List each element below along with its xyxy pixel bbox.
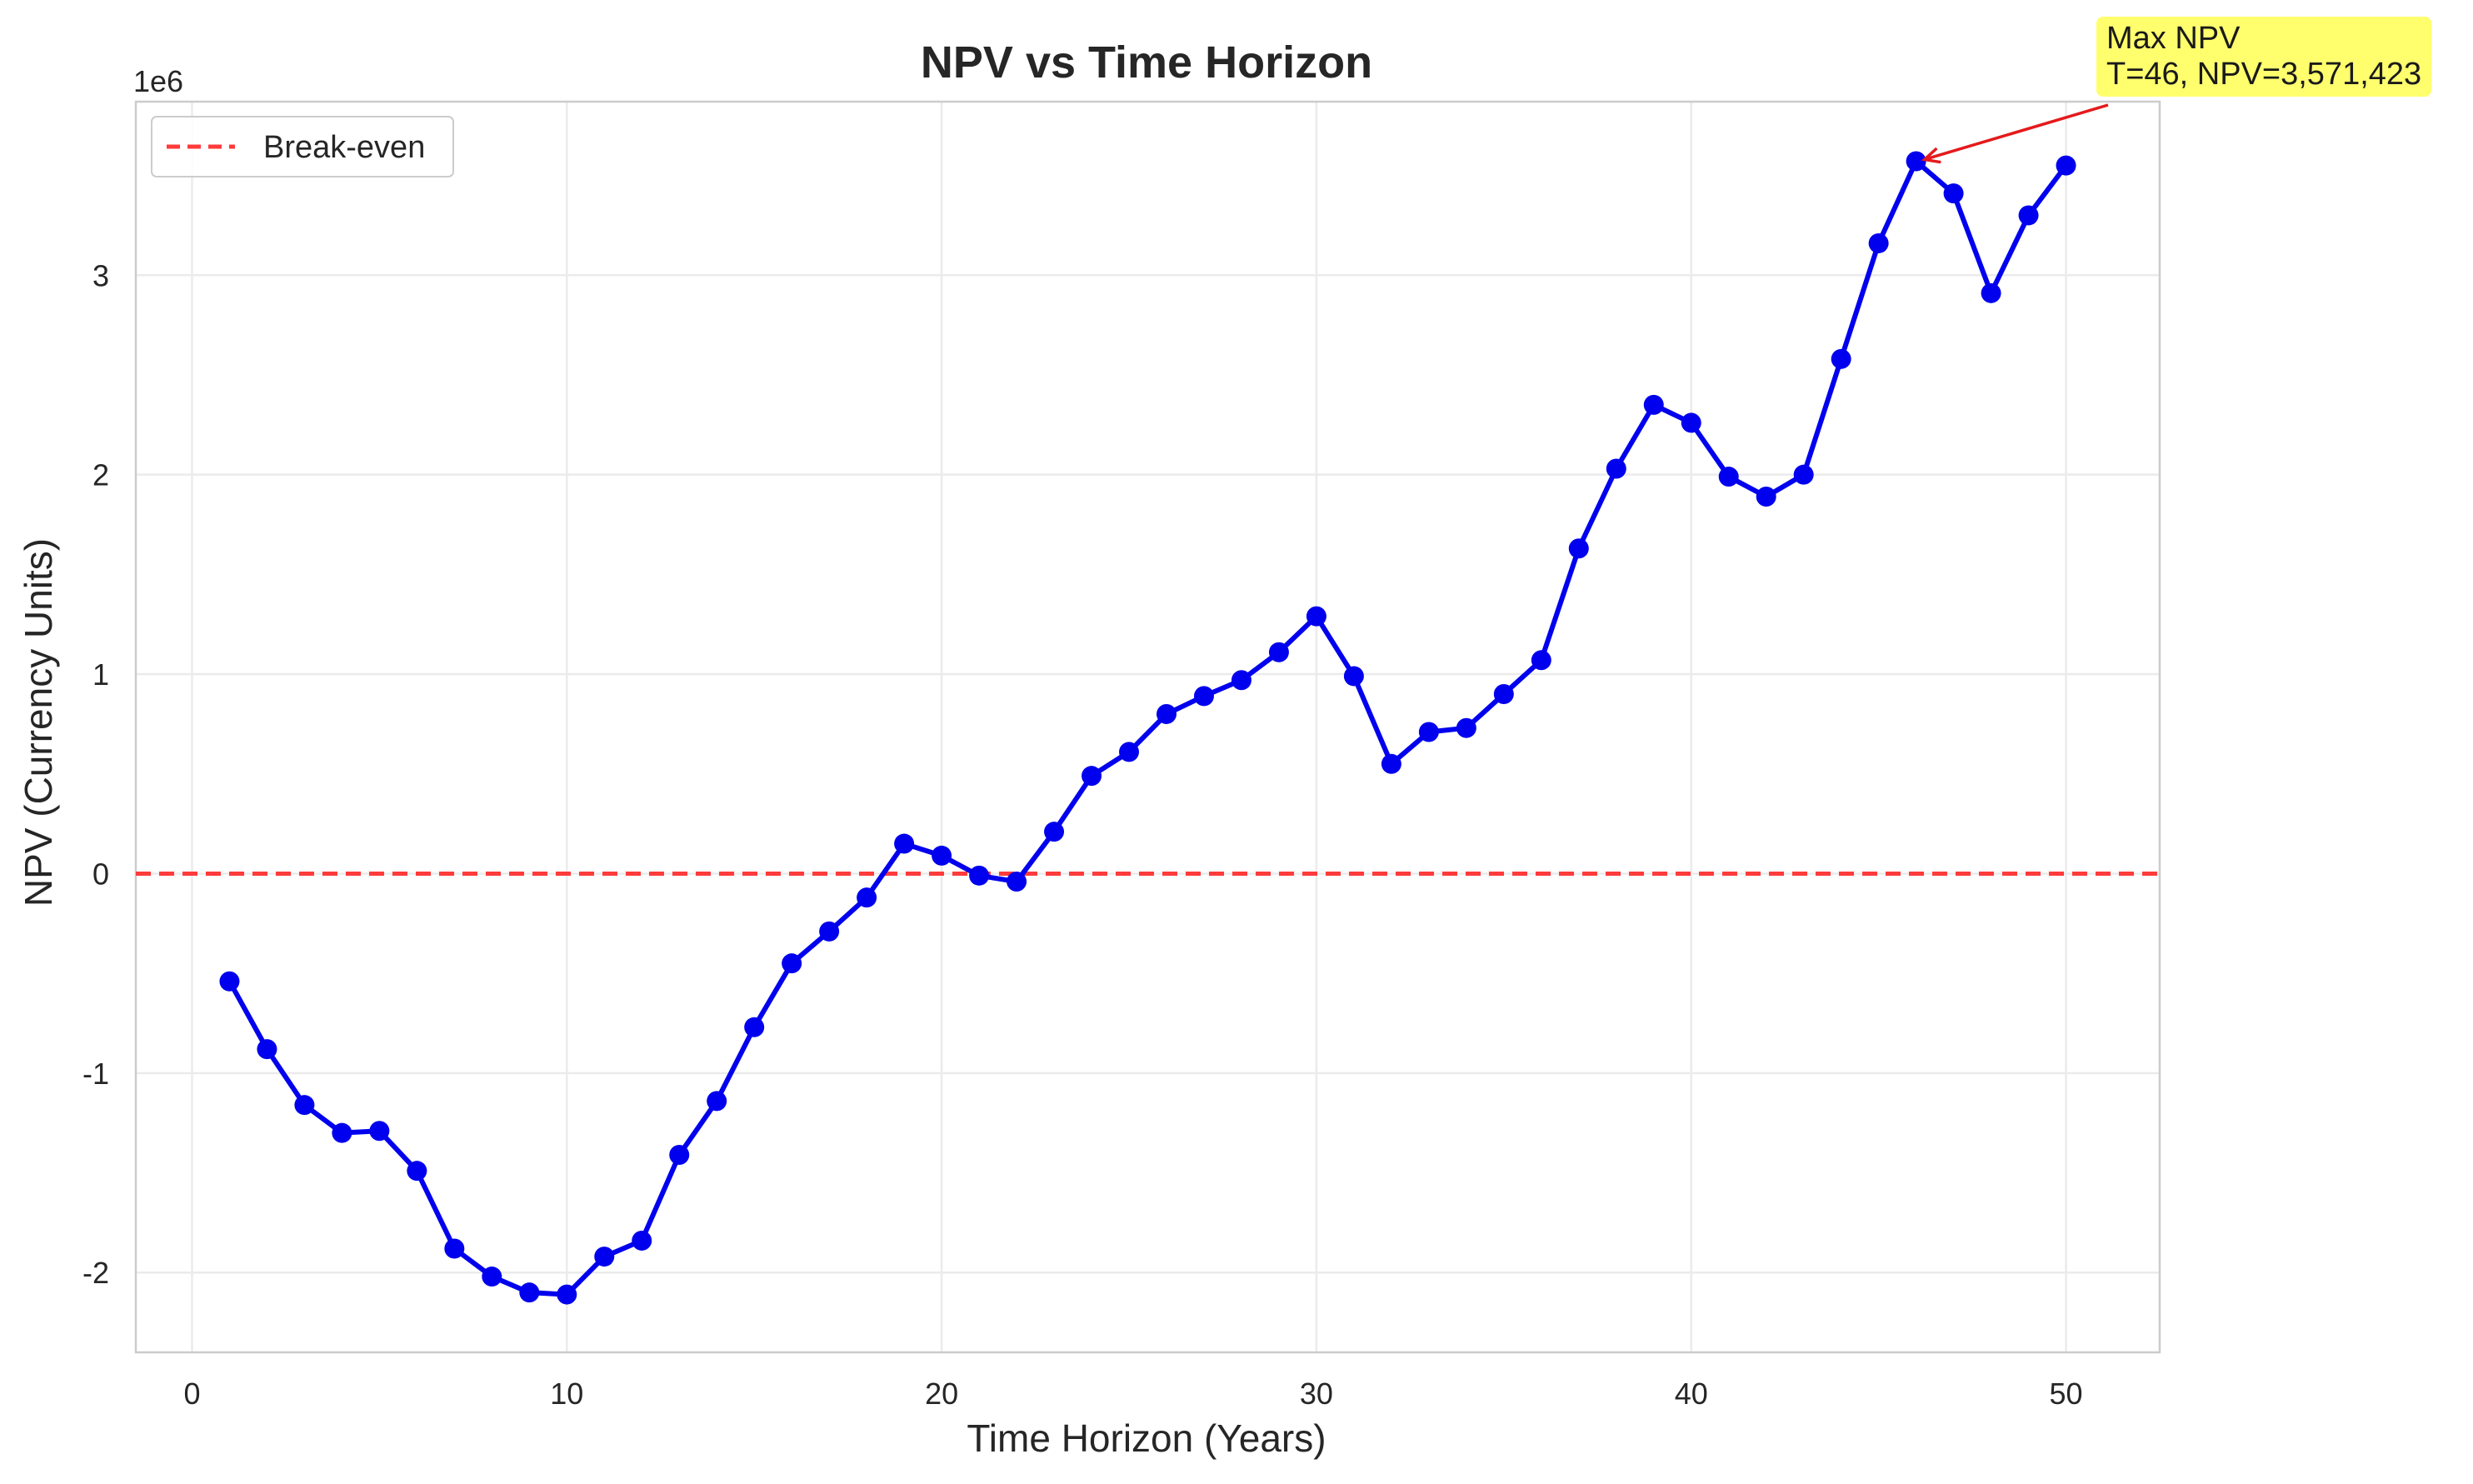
x-tick-label: 20 bbox=[925, 1377, 958, 1411]
npv-data-point bbox=[1306, 606, 1326, 627]
npv-data-point bbox=[557, 1284, 577, 1305]
npv-data-point bbox=[257, 1039, 277, 1060]
npv-data-point bbox=[1793, 464, 1814, 485]
npv-data-point bbox=[744, 1017, 765, 1037]
npv-data-point bbox=[2018, 205, 2039, 226]
npv-data-point bbox=[1681, 412, 1701, 433]
npv-data-point bbox=[1082, 766, 1102, 787]
npv-data-point bbox=[482, 1267, 502, 1287]
x-tick-label: 10 bbox=[550, 1377, 583, 1411]
chart-title: NPV vs Time Horizon bbox=[921, 37, 1372, 87]
y-tick-label: -1 bbox=[82, 1057, 109, 1091]
npv-data-point bbox=[782, 953, 802, 974]
grid-lines bbox=[136, 102, 2160, 1352]
npv-data-point bbox=[1119, 742, 1140, 762]
npv-data-point bbox=[594, 1247, 615, 1267]
x-axis-label: Time Horizon (Years) bbox=[967, 1417, 1326, 1460]
annotation-detail: T=46, NPV=3,571,423 bbox=[2106, 57, 2421, 92]
npv-data-point bbox=[1531, 650, 1551, 671]
npv-data-point bbox=[1606, 458, 1626, 479]
npv-data-point bbox=[2056, 155, 2076, 176]
legend-box bbox=[151, 116, 454, 177]
npv-data-point bbox=[1231, 670, 1251, 691]
npv-data-point bbox=[1193, 686, 1214, 707]
y-axis-label: NPV (Currency Units) bbox=[17, 538, 60, 907]
series-line-group bbox=[227, 158, 2068, 1297]
annotation-box bbox=[2096, 17, 2432, 97]
npv-data-point bbox=[1456, 717, 1476, 738]
npv-data-point bbox=[932, 845, 952, 866]
npv-data-point bbox=[407, 1161, 427, 1182]
series-points-group bbox=[219, 151, 2076, 1305]
npv-data-point bbox=[1343, 666, 1364, 687]
npv-data-point bbox=[369, 1121, 390, 1142]
npv-data-point bbox=[1981, 282, 2001, 303]
npv-data-point bbox=[632, 1230, 652, 1251]
npv-data-point bbox=[1381, 753, 1401, 774]
x-axis-ticks: 0 10 20 30 40 50 bbox=[183, 1377, 2082, 1411]
npv-data-point bbox=[1493, 684, 1514, 704]
npv-data-point bbox=[1718, 467, 1739, 487]
npv-data-point bbox=[1756, 487, 1776, 507]
npv-data-point bbox=[1906, 151, 1926, 172]
plot-area-frame bbox=[134, 100, 2161, 1354]
y-tick-label: 3 bbox=[92, 258, 109, 292]
npv-data-point bbox=[1007, 872, 1027, 892]
x-tick-label: 0 bbox=[183, 1377, 200, 1411]
x-tick-label: 30 bbox=[1300, 1377, 1333, 1411]
npv-data-point bbox=[707, 1091, 727, 1112]
annotation-title: Max NPV bbox=[2106, 21, 2241, 56]
legend-break-even-label: Break-even bbox=[263, 130, 425, 165]
npv-data-point bbox=[1943, 183, 1964, 204]
npv-data-point bbox=[969, 865, 990, 886]
npv-data-point bbox=[294, 1095, 315, 1116]
max-npv-annotation: Max NPV T=46, NPV=3,571,423 bbox=[1921, 17, 2432, 164]
npv-data-point bbox=[332, 1122, 352, 1143]
npv-data-point bbox=[1868, 232, 1889, 253]
npv-data-point bbox=[219, 971, 240, 992]
x-tick-label: 40 bbox=[1675, 1377, 1708, 1411]
npv-data-point bbox=[1643, 394, 1664, 415]
y-axis-offset-label: 1e6 bbox=[133, 64, 183, 98]
y-tick-label: 0 bbox=[92, 857, 109, 891]
npv-data-point bbox=[1831, 348, 1851, 369]
npv-data-point bbox=[1268, 642, 1289, 662]
y-tick-label: -2 bbox=[82, 1256, 109, 1290]
npv-data-point bbox=[519, 1282, 540, 1303]
npv-data-point bbox=[1044, 822, 1065, 842]
legend: Break-even bbox=[151, 116, 454, 177]
npv-series-line bbox=[227, 158, 2068, 1297]
npv-data-point bbox=[894, 833, 915, 854]
npv-data-point bbox=[857, 887, 877, 908]
npv-data-point bbox=[1418, 722, 1439, 742]
npv-data-point bbox=[1156, 703, 1177, 724]
y-axis-ticks: -2 -1 0 1 2 3 bbox=[82, 258, 109, 1290]
annotation-arrow bbox=[1924, 103, 2109, 162]
x-tick-label: 50 bbox=[2050, 1377, 2083, 1411]
npv-data-point bbox=[444, 1238, 465, 1259]
npv-data-point bbox=[669, 1145, 690, 1165]
npv-data-point bbox=[819, 921, 840, 942]
npv-data-point bbox=[1568, 538, 1589, 559]
y-tick-label: 2 bbox=[92, 458, 109, 492]
annotation-arrowhead bbox=[1921, 147, 1941, 164]
y-tick-label: 1 bbox=[92, 657, 109, 692]
